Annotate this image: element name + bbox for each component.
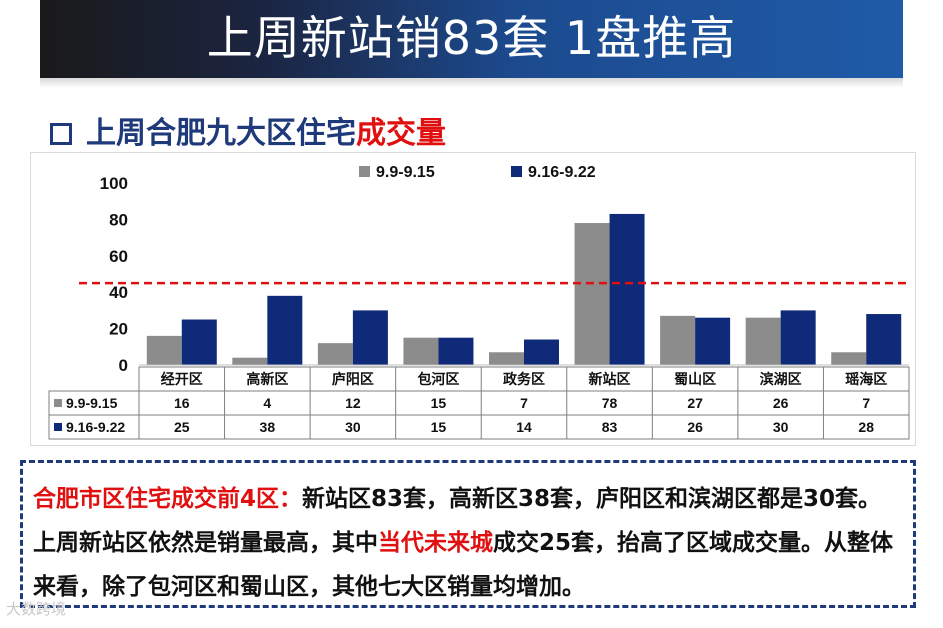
x-tick-label: 经开区 — [161, 371, 203, 388]
x-tick-label: 庐阳区 — [332, 371, 374, 388]
bar-curr — [780, 310, 816, 365]
bar-prev — [660, 315, 696, 365]
data-label: 7 — [520, 395, 528, 411]
note-highlight: 当代未来城 — [378, 530, 493, 556]
bar-curr — [524, 339, 559, 365]
data-label: 12 — [345, 395, 361, 411]
title-shadow — [40, 78, 903, 88]
data-label: 14 — [516, 419, 532, 435]
data-label: 30 — [773, 419, 789, 435]
x-tick-label: 政务区 — [503, 371, 545, 388]
bar-curr — [438, 337, 474, 365]
title-banner: 上周新站销83套 1盘推高 — [40, 0, 903, 78]
x-tick-label: 滨湖区 — [760, 371, 802, 388]
data-label: 83 — [602, 419, 618, 435]
y-tick-label: 60 — [109, 247, 128, 266]
x-tick-label: 新站区 — [589, 371, 631, 388]
x-tick-label: 高新区 — [246, 371, 288, 388]
table-legend-key — [54, 399, 62, 407]
note-text-2: 成交25套，抬高了区域成交量。从整体来看，除了包河区和蜀山区，其他七大区销量均增… — [33, 530, 894, 600]
bar-curr — [181, 319, 217, 365]
section-heading: 上周合肥九大区住宅成交量 — [50, 108, 446, 152]
data-label: 7 — [862, 395, 870, 411]
data-label: 26 — [773, 395, 789, 411]
data-label: 27 — [687, 395, 703, 411]
data-label: 78 — [602, 395, 618, 411]
bar-prev — [489, 352, 524, 365]
data-label: 30 — [345, 419, 361, 435]
y-tick-label: 0 — [119, 356, 128, 375]
data-label: 15 — [431, 419, 447, 435]
bar-prev — [831, 352, 867, 365]
bar-chart: 9.9-9.15 9.16-9.22 0 20 40 60 80 100 经开区 高新区 庐阳区 包河… — [48, 164, 910, 440]
bar-prev — [574, 223, 610, 365]
data-label: 15 — [431, 395, 447, 411]
note-text-1: 新站区83套，高新区38套，庐阳区和滨湖区都是30套。上周新站区依然是销量最高，… — [33, 486, 882, 556]
section-heading-label: 上周合肥九大区住宅 — [86, 116, 356, 151]
page-title: 上周新站销83套 1盘推高 — [206, 11, 737, 65]
bar-curr — [866, 314, 902, 365]
y-tick-label: 40 — [109, 283, 128, 302]
data-label: 4 — [263, 395, 271, 411]
bar-curr — [352, 310, 388, 365]
bar-prev — [403, 337, 439, 365]
summary-note: 合肥市区住宅成交前4区：新站区83套，高新区38套，庐阳区和滨湖区都是30套。上… — [20, 460, 916, 608]
bar-prev — [745, 317, 781, 365]
bar-curr — [267, 295, 303, 365]
x-tick-label: 包河区 — [417, 371, 459, 388]
data-label: 26 — [687, 419, 703, 435]
chart-frame: 9.9-9.15 9.16-9.22 0 20 40 60 80 100 经开区 高新区 庐阳区 包河… — [30, 152, 916, 446]
y-tick-label: 100 — [100, 174, 128, 193]
x-tick-label: 蜀山区 — [674, 372, 716, 388]
section-heading-highlight: 成交量 — [356, 116, 446, 151]
legend-swatch-1 — [511, 166, 522, 177]
note-lead: 合肥市区住宅成交前4区： — [33, 486, 303, 512]
bar-prev — [146, 335, 182, 365]
checkbox-square-icon — [50, 123, 72, 145]
legend-swatch-0 — [359, 166, 370, 177]
bar-curr — [695, 317, 731, 365]
y-tick-label: 80 — [109, 210, 128, 229]
bar-prev — [317, 343, 353, 365]
legend-label-0: 9.9-9.15 — [376, 164, 435, 181]
watermark: 大数跨境 — [6, 600, 67, 618]
bar-curr — [609, 213, 645, 365]
legend-label-1: 9.16-9.22 — [528, 164, 596, 181]
data-label: 25 — [174, 419, 190, 435]
data-label: 16 — [174, 395, 190, 411]
data-label: 38 — [260, 419, 276, 435]
table-series-label: 9.9-9.15 — [66, 395, 118, 411]
bar-prev — [232, 357, 268, 365]
x-tick-label: 瑶海区 — [845, 371, 887, 388]
table-series-label: 9.16-9.22 — [66, 419, 125, 435]
data-label: 28 — [858, 419, 874, 435]
y-tick-label: 20 — [109, 320, 128, 339]
table-legend-key — [54, 423, 62, 431]
